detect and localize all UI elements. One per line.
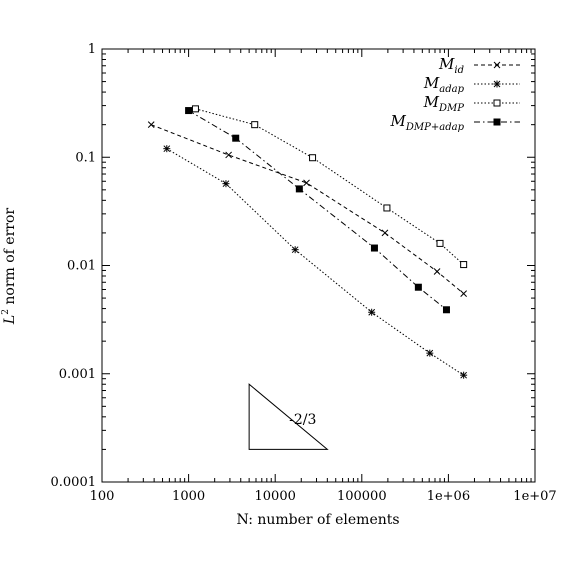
legend-item-1: Mid (438, 55, 520, 76)
data-point (147, 121, 155, 129)
y-tick-label: 0.1 (75, 150, 96, 165)
series-3 (191, 105, 468, 269)
legend-item-3: MDMP (423, 93, 520, 114)
legend-marker (493, 80, 501, 88)
series-1 (147, 121, 468, 297)
data-point (222, 180, 230, 188)
series-line (151, 124, 464, 294)
y-tick-label: 0.001 (59, 367, 96, 382)
data-point (232, 134, 240, 142)
slope-annotation: -2/3 (248, 383, 329, 450)
x-tick-label: 1000 (172, 489, 205, 504)
y-axis-label: L2 norm of error (1, 208, 18, 326)
slope-label: -2/3 (289, 412, 316, 428)
data-point (309, 154, 317, 162)
data-point (295, 185, 303, 193)
x-tick-label: 100000 (337, 489, 387, 504)
data-point (368, 308, 376, 316)
legend-marker (493, 118, 501, 126)
series-line (166, 148, 464, 376)
legend-item-4: MDMP+adap (390, 112, 520, 133)
data-point (436, 239, 444, 247)
data-point (460, 261, 468, 269)
data-point (303, 179, 310, 187)
data-point (442, 306, 450, 314)
slope-triangle (248, 383, 329, 450)
y-tick-label: 0.01 (67, 259, 96, 274)
data-point (251, 121, 259, 129)
data-point (191, 105, 199, 113)
y-tick-label: 1 (88, 42, 96, 57)
legend-label: Mid (438, 55, 464, 76)
x-axis-label: N: number of elements (236, 512, 399, 528)
data-point (460, 371, 468, 379)
data-point (414, 283, 422, 291)
axis-tick-labels: 100 1000 10000 100000 1e+06 1e+07 0.0001 0.001 0… (51, 42, 557, 504)
data-point (291, 246, 299, 254)
data-point (433, 268, 441, 275)
legend-marker (493, 61, 501, 69)
legend-marker (493, 99, 501, 107)
plot-frame (101, 48, 536, 483)
x-tick-label: 10000 (255, 489, 296, 504)
data-point (426, 349, 434, 357)
axis-ticks (101, 48, 536, 483)
data-point (185, 107, 193, 115)
data-point (381, 229, 389, 237)
data-point (383, 204, 391, 212)
series-4 (185, 107, 450, 314)
series-layer (147, 105, 468, 379)
series-line (195, 108, 464, 265)
legend-item-2: Madap (423, 74, 520, 95)
series-2 (163, 145, 468, 379)
x-tick-label: 1e+07 (513, 489, 556, 504)
legend-label: MDMP+adap (390, 112, 465, 133)
series-line (188, 110, 447, 311)
legend-label: Madap (423, 74, 465, 95)
data-point (225, 151, 232, 159)
data-point (460, 290, 468, 297)
data-point (370, 244, 378, 252)
x-tick-label: 100 (90, 489, 115, 504)
x-tick-label: 1e+06 (427, 489, 470, 504)
legend-label: MDMP (423, 93, 465, 114)
y-tick-label: 0.0001 (51, 475, 97, 490)
data-point (163, 145, 171, 153)
